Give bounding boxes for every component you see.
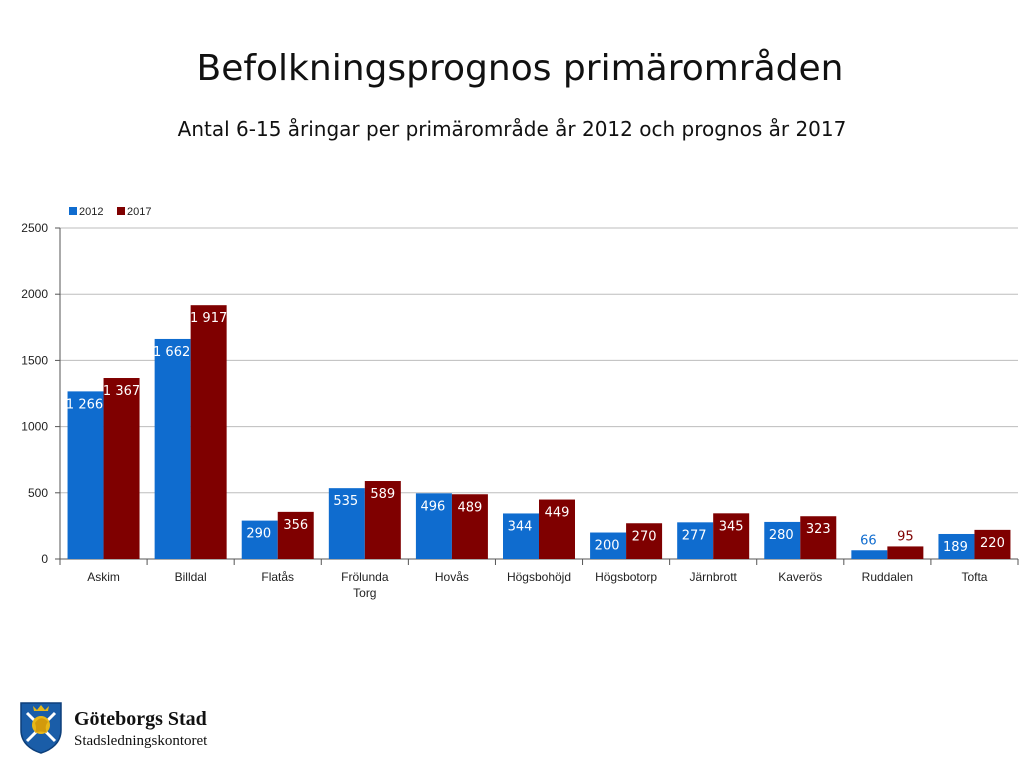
data-label-2012-4: 496 — [420, 499, 445, 514]
data-label-2017-10: 220 — [980, 536, 1005, 551]
bar-2012-1 — [154, 338, 191, 559]
bar-2012-4 — [415, 493, 452, 559]
legend-label-2017: 2017 — [127, 206, 151, 218]
x-tick-label: Högsbohöjd — [507, 570, 571, 584]
bar-2017-5 — [539, 499, 575, 559]
bar-2012-6 — [590, 532, 627, 559]
data-label-2017-7: 345 — [719, 519, 744, 534]
legend-swatch-2017 — [117, 207, 125, 215]
logo-name: Göteborgs Stad — [74, 708, 207, 730]
data-label-2012-10: 189 — [943, 540, 968, 555]
y-tick-label: 2500 — [21, 221, 48, 235]
data-label-2012-2: 290 — [246, 527, 271, 542]
data-label-2017-3: 589 — [370, 487, 395, 502]
bar-2012-9 — [851, 550, 888, 559]
bar-2017-6 — [626, 523, 663, 559]
x-tick-label: Högsbotorp — [595, 570, 657, 584]
bar-2017-4 — [451, 494, 488, 559]
x-tick-label: Torg — [353, 586, 376, 600]
y-tick-label: 1000 — [21, 420, 48, 434]
bar-2012-3 — [328, 488, 365, 559]
x-tick-label: Hovås — [435, 570, 469, 584]
bar-2012-10 — [938, 533, 975, 559]
data-label-2012-8: 280 — [769, 528, 794, 543]
bar-2017-2 — [277, 511, 314, 559]
page-title: Befolkningsprognos primärområden — [196, 48, 844, 89]
data-label-2017-2: 356 — [283, 518, 308, 533]
page-subtitle: Antal 6-15 åringar per primärområde år 2… — [177, 117, 847, 141]
data-label-2017-1: 1 917 — [190, 311, 227, 326]
x-tick-label: Askim — [87, 570, 120, 584]
bar-2017-10 — [974, 529, 1011, 559]
data-label-2012-6: 200 — [595, 539, 620, 554]
x-tick-label: Billdal — [175, 570, 207, 584]
data-label-2012-5: 344 — [508, 519, 533, 534]
x-tick-label: Flatås — [261, 570, 294, 584]
x-tick-label: Kaverös — [778, 570, 822, 584]
bar-2012-2 — [241, 520, 278, 559]
data-label-2017-9: 95 — [897, 529, 914, 544]
data-label-2017-8: 323 — [806, 522, 831, 537]
legend-label-2012: 2012 — [79, 206, 103, 218]
y-tick-label: 1500 — [21, 353, 48, 367]
data-label-2017-5: 449 — [545, 506, 570, 521]
bar-2012-0 — [67, 391, 104, 559]
city-crest-icon — [20, 702, 62, 754]
bar-2012-7 — [677, 522, 714, 559]
bar-2012-8 — [764, 521, 801, 559]
bar-2017-8 — [800, 516, 837, 559]
data-label-2012-9: 66 — [860, 533, 877, 548]
bar-2017-1 — [190, 305, 227, 559]
x-tick-label: Ruddalen — [862, 570, 913, 584]
data-label-2017-4: 489 — [457, 500, 482, 515]
bar-2017-0 — [103, 378, 140, 559]
city-logo: Göteborgs Stad Stadsledningskontoret — [18, 700, 258, 756]
data-label-2012-7: 277 — [682, 528, 707, 543]
data-label-2012-3: 535 — [333, 494, 358, 509]
data-label-2017-0: 1 367 — [103, 384, 140, 399]
data-label-2017-6: 270 — [632, 529, 657, 544]
bar-2012-5 — [503, 513, 539, 559]
data-label-2012-0: 1 266 — [66, 397, 103, 412]
legend-swatch-2012 — [69, 207, 77, 215]
y-tick-label: 0 — [41, 552, 48, 566]
x-tick-label: Tofta — [961, 570, 987, 584]
bar-2017-9 — [887, 546, 924, 559]
y-tick-label: 2000 — [21, 287, 48, 301]
y-tick-label: 500 — [28, 486, 48, 500]
x-tick-label: Järnbrott — [690, 570, 738, 584]
data-label-2012-1: 1 662 — [153, 345, 190, 360]
bar-2017-3 — [364, 481, 401, 559]
x-tick-label: Frölunda — [341, 570, 389, 584]
logo-subtitle: Stadsledningskontoret — [74, 733, 208, 749]
bar-2017-7 — [713, 513, 750, 559]
